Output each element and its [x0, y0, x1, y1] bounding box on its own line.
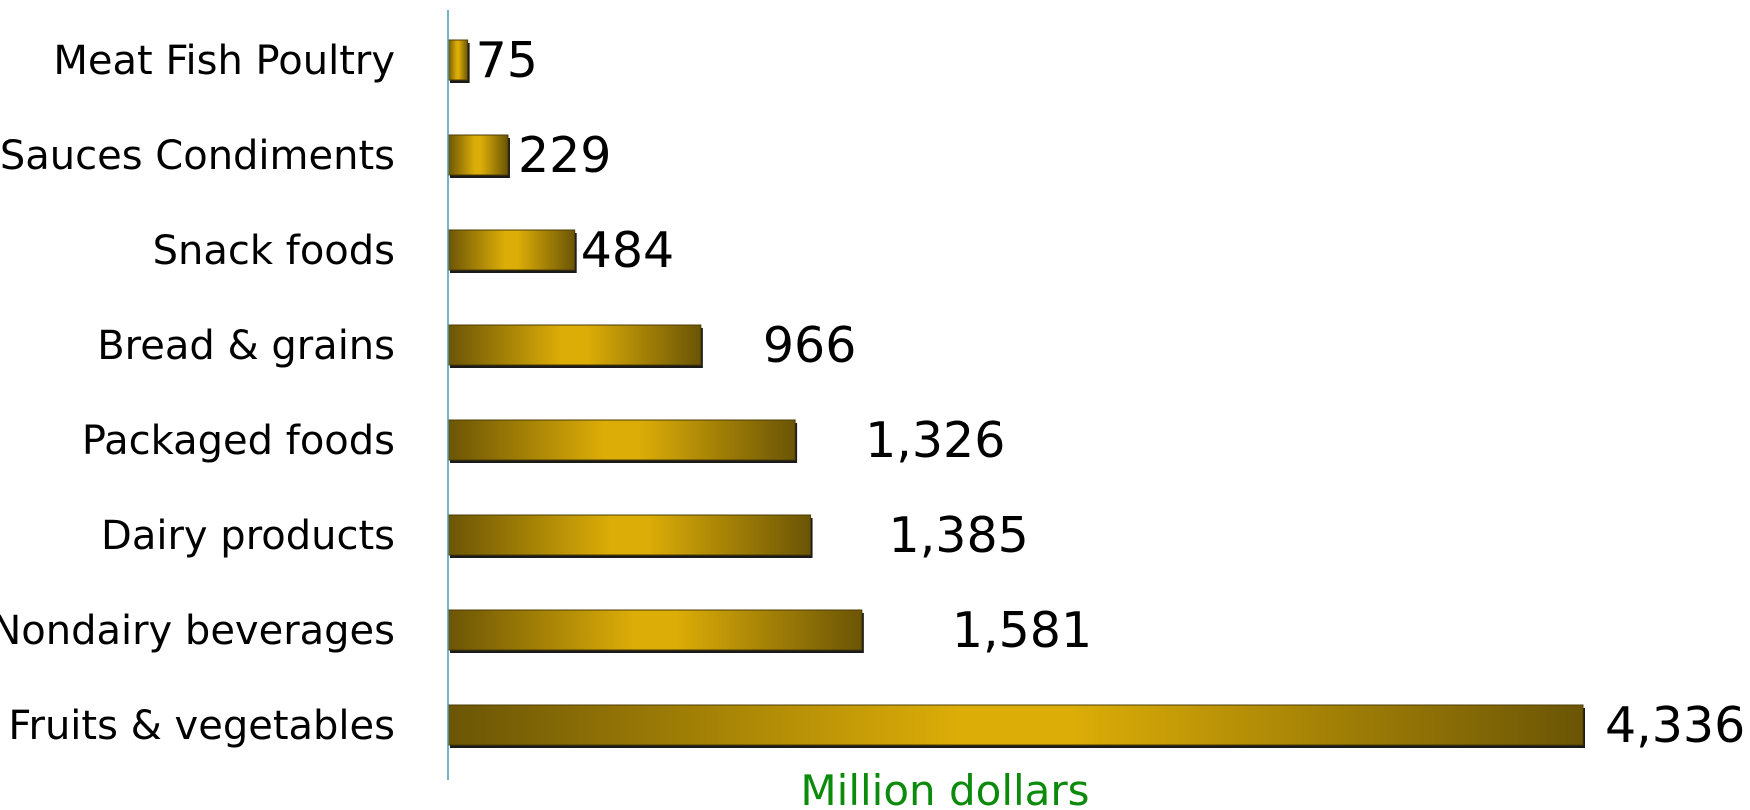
category-label: Bread & grains [97, 323, 395, 369]
category-label: Sauces Condiments [0, 133, 395, 179]
data-label: 75 [476, 32, 538, 89]
bar [447, 134, 509, 176]
data-label: 1,385 [889, 507, 1029, 564]
category-label: Nondairy beverages [0, 608, 395, 654]
category-label: Meat Fish Poultry [53, 38, 395, 84]
bar [447, 609, 863, 651]
bar [447, 419, 796, 461]
data-label: 966 [763, 317, 857, 374]
bar [447, 39, 469, 81]
category-label: Dairy products [101, 513, 395, 559]
data-label: 484 [581, 222, 675, 279]
bar [447, 704, 1584, 746]
data-label: 1,581 [952, 602, 1092, 659]
category-labels-group: Meat Fish Poultry Sauces Condiments Snack … [0, 38, 395, 749]
bar [447, 324, 702, 366]
x-axis-title: Million dollars [800, 766, 1089, 810]
category-label: Fruits & vegetables [8, 703, 395, 749]
data-label: 1,326 [865, 412, 1005, 469]
category-label: Packaged foods [82, 418, 395, 464]
bars-group [447, 39, 1585, 748]
bar [447, 514, 812, 556]
category-label: Snack foods [153, 228, 395, 274]
data-label: 4,336 [1605, 697, 1745, 754]
data-label: 229 [518, 127, 612, 184]
bar [447, 229, 576, 271]
